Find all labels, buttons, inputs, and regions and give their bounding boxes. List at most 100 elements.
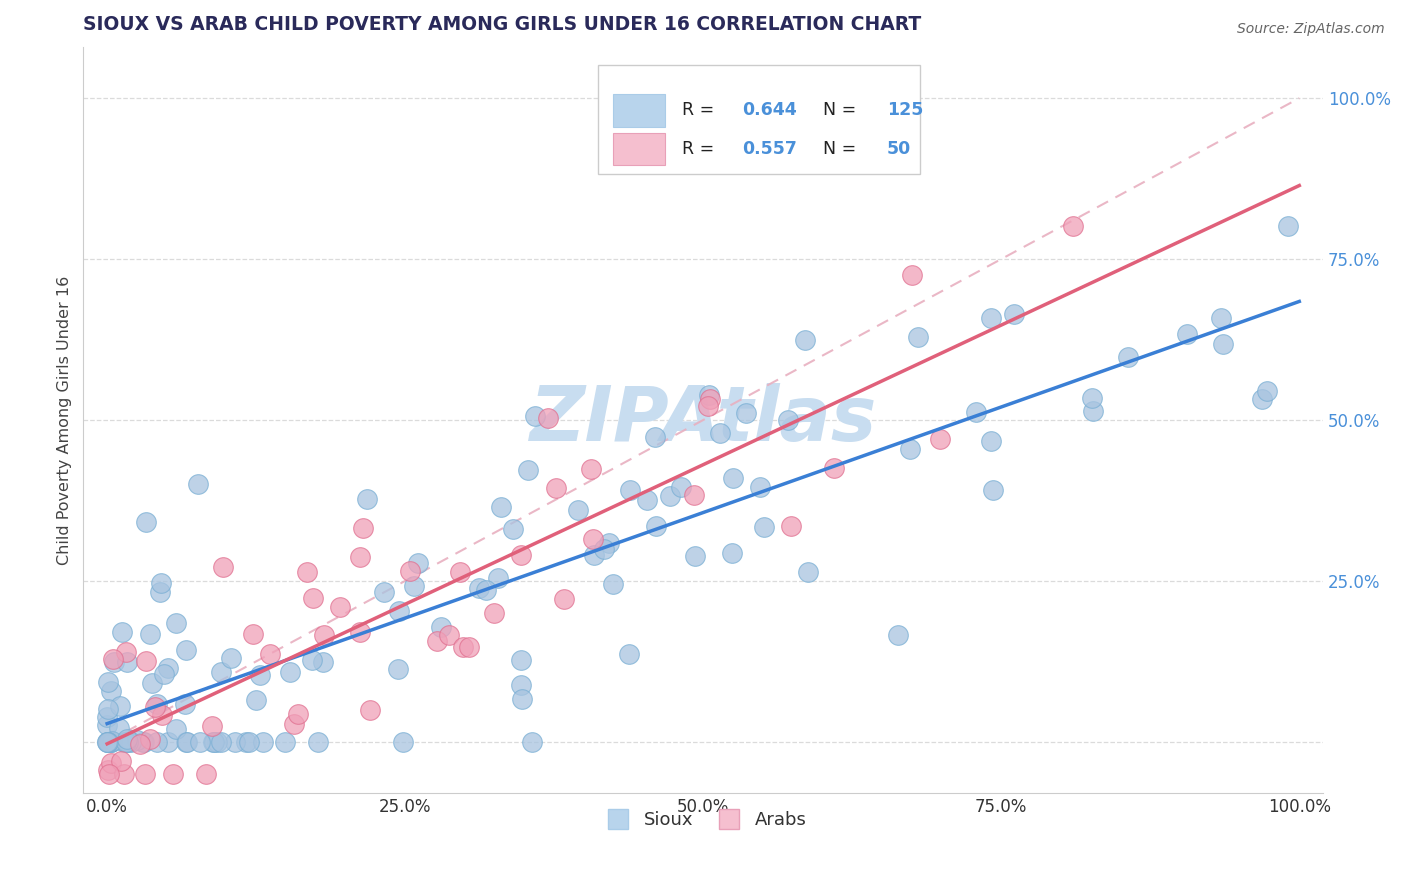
Point [748,480,770,494]
Point [430,620,453,634]
Point [1250,392,1272,406]
Point [188,735,211,749]
Point [387,663,409,677]
Point [97,735,120,749]
Point [112,767,135,781]
Point [97,735,120,749]
Point [115,735,138,749]
Point [523,409,546,423]
Point [683,488,706,502]
Point [349,550,371,565]
Point [120,735,142,749]
Point [356,491,378,506]
Point [482,606,505,620]
Point [544,481,567,495]
Point [115,656,138,670]
Point [235,735,257,749]
Point [108,721,131,735]
Point [152,666,174,681]
Point [636,492,658,507]
Point [173,698,195,712]
Point [150,707,173,722]
Point [162,767,184,781]
Point [900,268,922,282]
Text: 0.557: 0.557 [741,140,797,158]
Point [602,577,624,591]
Point [224,735,246,749]
Point [907,330,929,344]
Point [242,626,264,640]
Point [114,735,136,749]
Point [129,738,152,752]
Point [486,571,509,585]
Point [1062,219,1084,233]
Point [645,519,668,533]
Point [274,735,297,749]
Point [219,651,242,665]
Point [249,667,271,681]
Text: R =: R = [682,101,720,120]
Point [259,647,281,661]
Point [295,565,318,579]
Point [139,627,162,641]
Point [141,676,163,690]
Point [1256,384,1278,398]
Point [699,392,721,407]
Point [252,735,274,749]
Point [283,716,305,731]
Point [402,579,425,593]
Point [238,735,260,749]
Point [721,471,744,485]
Point [1211,311,1233,326]
Point [156,661,179,675]
Point [658,489,681,503]
Point [96,710,118,724]
Point [110,754,132,768]
Point [134,767,156,781]
Point [474,582,496,597]
Point [980,311,1002,326]
Point [685,549,707,564]
Point [96,702,118,716]
Point [139,731,162,746]
Point [709,425,731,440]
FancyBboxPatch shape [598,65,920,174]
Point [146,697,169,711]
Point [278,665,301,679]
Point [697,400,720,414]
Point [980,434,1002,448]
Point [125,733,148,747]
Point [794,333,817,347]
Point [176,735,198,749]
Point [697,388,720,402]
Point [100,684,122,698]
Point [598,536,620,550]
Point [96,735,118,749]
Point [510,653,533,667]
Point [451,640,474,654]
Point [149,585,172,599]
Point [457,640,479,654]
Point [1083,404,1105,418]
Point [359,703,381,717]
Point [114,735,136,749]
Point [205,735,228,749]
Text: Source: ZipAtlas.com: Source: ZipAtlas.com [1237,22,1385,37]
Point [212,560,235,574]
Point [592,542,614,557]
Text: 50: 50 [887,140,911,158]
Point [619,483,641,497]
Point [97,735,120,749]
Point [117,731,139,746]
Point [100,735,122,749]
Point [1277,219,1299,233]
Point [1081,392,1104,406]
Text: 125: 125 [887,101,924,120]
Point [669,480,692,494]
Point [143,700,166,714]
Point [349,624,371,639]
Point [579,462,602,476]
Bar [613,94,665,127]
Point [553,592,575,607]
Point [101,652,124,666]
